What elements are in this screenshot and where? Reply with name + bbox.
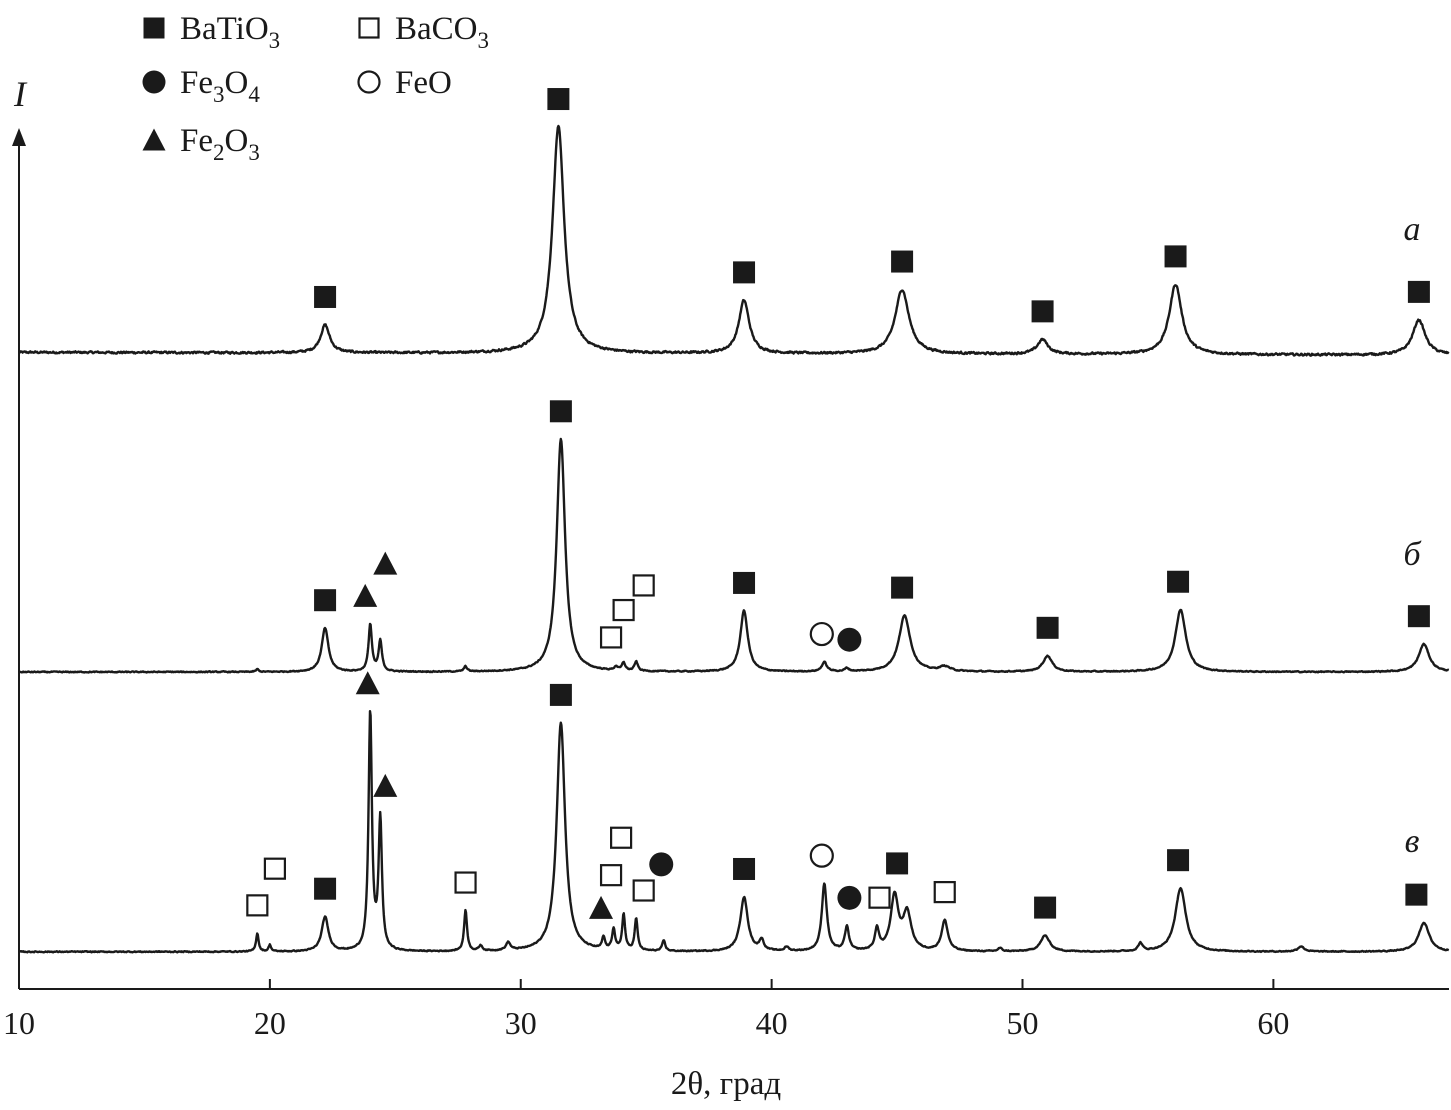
x-tick-label: 30 [505, 1005, 537, 1041]
batio3-marker [547, 88, 570, 111]
fe2o3-marker [142, 128, 166, 151]
x-tick-label: 10 [3, 1005, 35, 1041]
x-tick-label: 40 [756, 1005, 788, 1041]
batio3-marker [1036, 616, 1059, 639]
curve-labels: а б в [1403, 211, 1422, 860]
batio3-marker [733, 857, 756, 880]
batio3-marker [143, 17, 165, 39]
x-ticks: 10 20 30 40 50 60 [3, 979, 1289, 1041]
legend-entry: FeO [357, 65, 452, 101]
feo-marker [809, 621, 834, 647]
legend-label: BaTiO3 [180, 11, 280, 53]
batio3-marker [314, 877, 337, 900]
fe2o3-marker [373, 551, 398, 575]
fe2o3-marker [373, 773, 398, 797]
legend-entry: Fe2O3 [142, 123, 260, 165]
baco3-marker [358, 17, 380, 39]
batio3-marker [1407, 280, 1430, 303]
fe3o4-marker [142, 70, 166, 94]
legend-label: Fe3O4 [180, 65, 260, 107]
series-line [18, 437, 1450, 674]
feo-marker [809, 843, 834, 868]
legend-entry: Fe3O4 [142, 65, 260, 107]
axes: I 2θ, град [12, 74, 1449, 1102]
y-axis-arrow [12, 128, 26, 146]
baco3-marker [933, 881, 956, 904]
series-line [18, 124, 1450, 357]
legend-label: FeO [395, 65, 452, 101]
series-label: б [1403, 536, 1422, 573]
series-label: в [1405, 823, 1420, 860]
fe2o3-marker [353, 583, 378, 607]
legend: BaTiO3 BaCO3 Fe3O4 FeO Fe2O3 [142, 11, 489, 165]
batio3-marker [1031, 300, 1054, 323]
baco3-marker [454, 871, 477, 894]
batio3-marker [1405, 883, 1428, 906]
batio3-marker [891, 576, 914, 599]
fe3o4-marker [837, 627, 862, 652]
baco3-marker [610, 826, 633, 849]
fe2o3-marker [355, 671, 380, 695]
fe2o3-marker [589, 895, 614, 919]
x-axis-label: 2θ, град [671, 1066, 781, 1102]
baco3-marker [868, 886, 891, 909]
batio3-marker [886, 852, 909, 875]
baco3-marker [632, 879, 655, 902]
baco3-marker [246, 894, 269, 917]
y-axis-label: I [13, 74, 28, 114]
batio3-marker [1164, 245, 1187, 268]
baco3-marker [612, 598, 635, 622]
batio3-marker [1167, 849, 1190, 872]
batio3-marker [1167, 570, 1190, 593]
fe3o4-marker [837, 885, 862, 910]
batio3-marker [549, 400, 572, 423]
baco3-marker [599, 626, 623, 649]
legend-label: BaCO3 [395, 11, 489, 53]
batio3-marker [314, 285, 337, 308]
batio3-marker [891, 250, 914, 273]
x-tick-label: 20 [254, 1005, 286, 1041]
batio3-marker [314, 589, 337, 612]
series-line [18, 710, 1450, 954]
phase-markers [246, 88, 1430, 919]
legend-entry: BaCO3 [358, 11, 489, 53]
batio3-marker [733, 261, 756, 284]
x-tick-label: 50 [1007, 1005, 1039, 1041]
batio3-marker [733, 571, 756, 594]
curves [18, 124, 1450, 954]
legend-label: Fe2O3 [180, 123, 260, 165]
fe3o4-marker [649, 852, 674, 877]
batio3-marker [1034, 896, 1057, 919]
feo-marker [357, 70, 381, 94]
batio3-marker [549, 683, 572, 706]
baco3-marker [632, 574, 655, 597]
series-label: а [1404, 211, 1421, 248]
legend-entry: BaTiO3 [143, 11, 280, 53]
baco3-marker [263, 857, 286, 880]
x-tick-label: 60 [1257, 1005, 1289, 1041]
baco3-marker [599, 864, 623, 887]
batio3-marker [1407, 605, 1430, 628]
